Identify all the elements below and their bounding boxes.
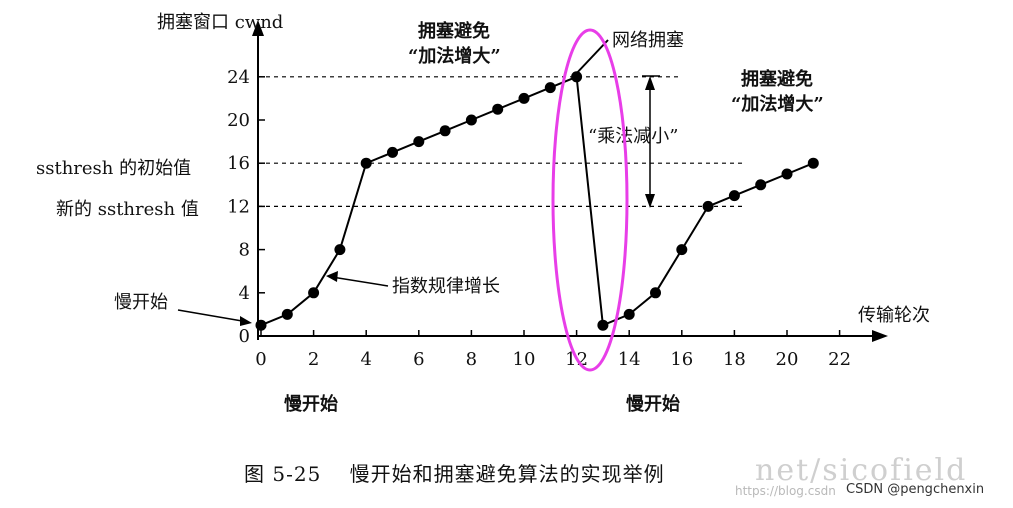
congestion-highlight-ellipse xyxy=(551,28,629,372)
x-tick-label: 14 xyxy=(618,349,641,370)
annotation-ca2-line1: 拥塞避免 xyxy=(741,68,813,90)
annotation-ca2-line2: “加法增大” xyxy=(731,93,824,115)
watermark-big: net/sicofield xyxy=(755,453,968,488)
ssthresh-new-label: 新的 ssthresh 值 xyxy=(56,199,199,220)
annotation-slow-start-2: 慢开始 xyxy=(626,393,680,415)
data-point xyxy=(492,103,504,115)
data-point xyxy=(518,92,530,104)
watermark-small: https://blog.csdn xyxy=(735,484,836,498)
data-point xyxy=(571,71,583,83)
data-point xyxy=(334,244,346,256)
x-tick-label: 8 xyxy=(466,349,477,370)
data-point xyxy=(807,157,819,169)
cwnd-series-line xyxy=(260,75,814,327)
annotation-ca1-line1: 拥塞避免 xyxy=(418,20,490,42)
data-point xyxy=(439,125,451,137)
x-tick-label: 10 xyxy=(513,349,536,370)
data-point xyxy=(676,244,688,256)
reference-lines xyxy=(258,76,743,207)
y-axis-label: 拥塞窗口 cwnd xyxy=(157,12,283,33)
cwnd-points xyxy=(255,71,819,331)
watermark-csdn: CSDN @pengchenxin xyxy=(846,482,985,497)
y-tick-label: 12 xyxy=(227,196,250,217)
x-axis-label: 传输轮次 xyxy=(858,305,930,326)
x-tick-label: 20 xyxy=(776,349,799,370)
y-axis-arrow xyxy=(252,20,264,36)
mult-decrease-arrowhead-down xyxy=(645,194,655,208)
x-tick-label: 18 xyxy=(723,349,746,370)
x-tick-label: 4 xyxy=(360,349,371,370)
annotation-slow-start-1: 慢开始 xyxy=(284,393,338,415)
data-point xyxy=(623,308,635,320)
slow-start-arrowhead xyxy=(240,316,252,326)
y-tick-label: 24 xyxy=(227,67,250,88)
data-point xyxy=(755,179,767,191)
congestion-line xyxy=(573,39,609,77)
data-point xyxy=(308,287,320,299)
data-point xyxy=(650,287,661,299)
data-point xyxy=(728,190,740,202)
x-tick-label: 16 xyxy=(670,349,693,370)
data-point xyxy=(255,319,267,331)
data-point xyxy=(387,146,398,158)
data-point xyxy=(702,200,714,212)
data-point xyxy=(281,308,293,320)
exponential-arrowhead xyxy=(326,271,338,282)
exponential-arrow xyxy=(331,276,389,287)
annotation-exponential: 指数规律增长 xyxy=(392,276,500,297)
data-point xyxy=(413,136,425,148)
x-tick-label: 0 xyxy=(255,349,266,370)
data-point xyxy=(465,114,477,126)
y-tick-label: 16 xyxy=(227,153,250,174)
ssthresh-initial-label: ssthresh 的初始值 xyxy=(36,158,191,179)
y-tick-label: 4 xyxy=(239,283,250,304)
annotation-congestion: 网络拥塞 xyxy=(612,30,684,51)
data-point xyxy=(544,82,556,94)
figure-caption: 图 5-25 慢开始和拥塞避免算法的实现举例 xyxy=(244,462,665,486)
mult-decrease-arrowhead-up xyxy=(645,76,655,90)
y-tick-label: 20 xyxy=(227,110,250,131)
x-tick-label: 6 xyxy=(413,349,424,370)
x-axis-arrow xyxy=(872,330,888,342)
x-tick-label: 22 xyxy=(828,349,851,370)
annotation-mult-decrease: “乘法减小” xyxy=(588,126,678,147)
x-tick-label: 2 xyxy=(308,349,319,370)
data-point xyxy=(360,157,372,169)
annotation-slow-start-point: 慢开始 xyxy=(114,292,168,313)
data-point xyxy=(597,319,609,331)
y-tick-label: 8 xyxy=(239,240,250,261)
annotation-ca1-line2: “加法增大” xyxy=(408,45,501,67)
data-point xyxy=(781,168,793,180)
slow-start-arrow xyxy=(177,309,249,323)
y-tick-label: 0 xyxy=(239,326,250,347)
